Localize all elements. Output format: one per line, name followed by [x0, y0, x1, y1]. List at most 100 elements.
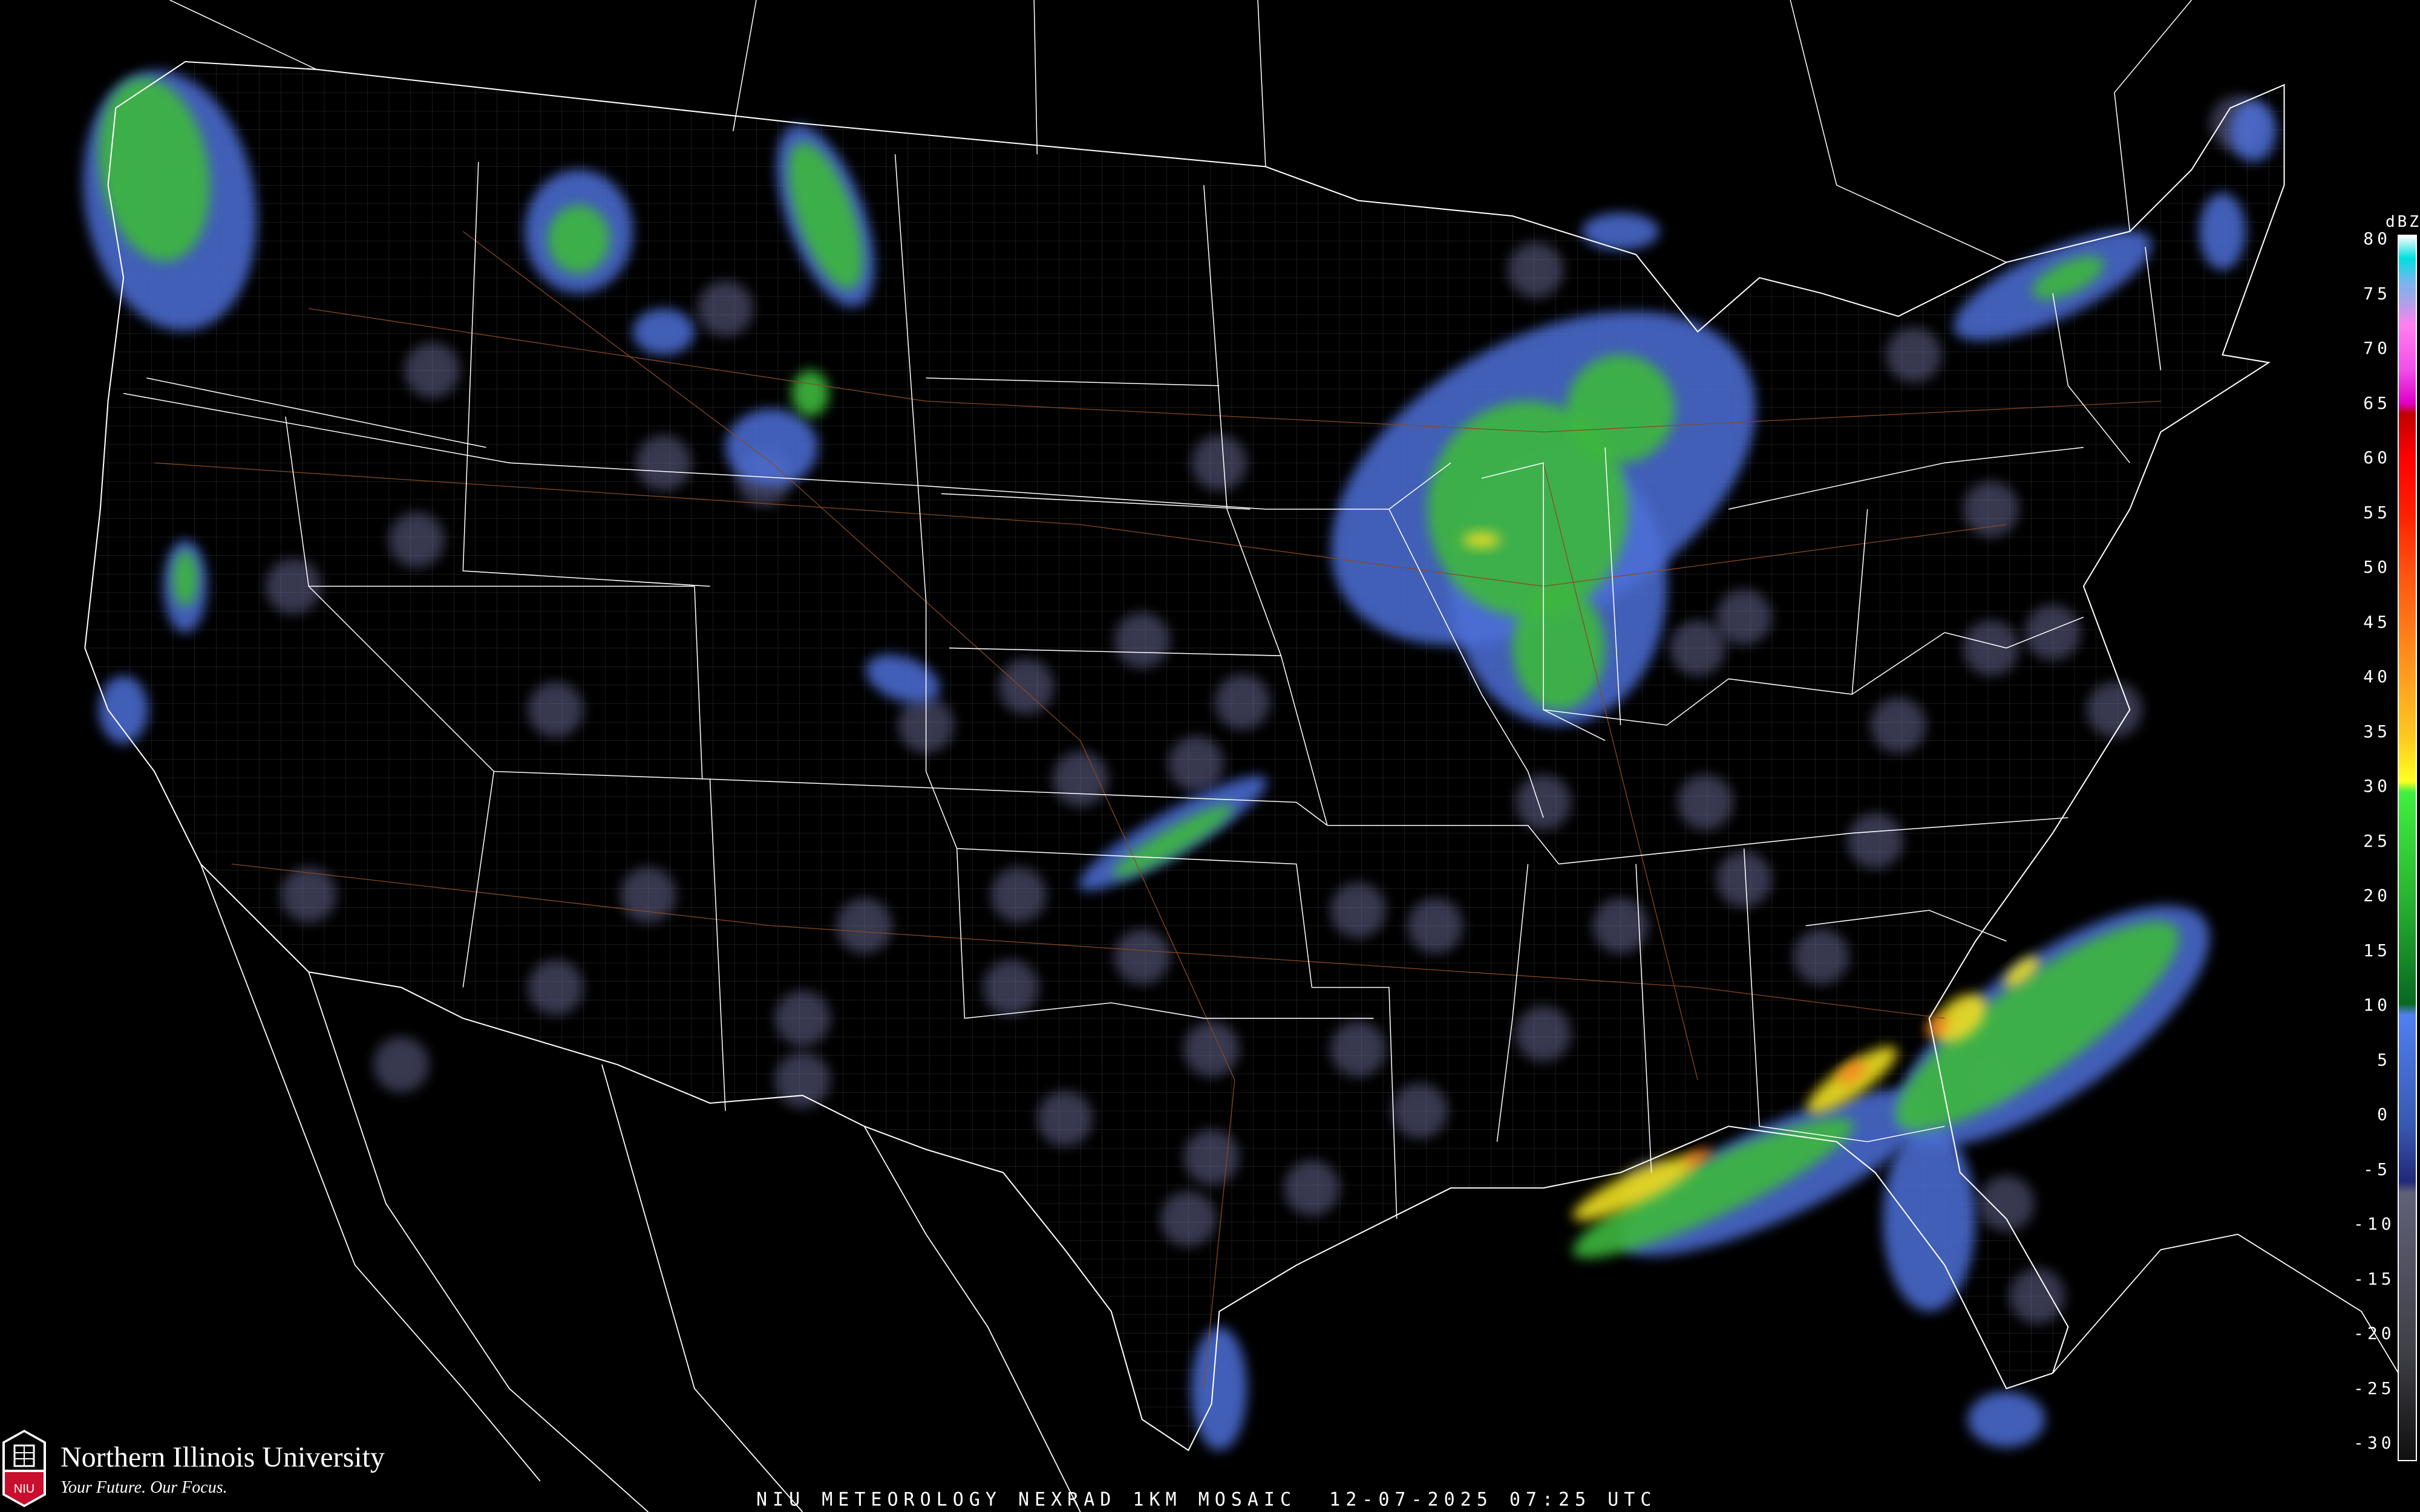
heavy-echo — [1934, 994, 1987, 1043]
clutter-echo — [2024, 605, 2081, 660]
border-line — [926, 377, 1220, 386]
color-scale-tick-label: -20 — [2353, 1323, 2395, 1343]
clutter-echo — [698, 281, 753, 337]
border-line — [1481, 462, 1606, 741]
color-scale-tick-label: 0 — [2377, 1104, 2391, 1124]
moderate-echo — [1112, 804, 1234, 878]
color-scale-tick-label: -10 — [2353, 1214, 2395, 1234]
clutter-echo — [1037, 1090, 1093, 1147]
border-line — [1257, 0, 1266, 167]
niu-logo: NIU Northern Illinois University Your Fu… — [0, 1427, 436, 1509]
clutter-echo — [373, 1037, 430, 1093]
clutter-echo — [1716, 852, 1772, 907]
border-line — [694, 586, 703, 780]
clutter-echo — [1392, 1083, 1448, 1139]
clutter-echo — [2086, 682, 2142, 738]
clutter-echo — [1516, 1006, 1571, 1062]
clutter-echo — [1592, 898, 1649, 954]
clutter-echo — [281, 867, 337, 923]
state-and-country-borders — [84, 0, 2409, 1512]
clutter-echo — [1214, 674, 1270, 730]
highway-line — [231, 863, 1945, 1019]
color-scale-tick-label: 45 — [2363, 611, 2391, 632]
clutter-echo — [1978, 1175, 2035, 1231]
border-line — [1743, 849, 1945, 1142]
moderate-echo — [1895, 921, 2179, 1131]
moderate-echo — [548, 205, 610, 273]
light-echo — [2230, 100, 2277, 162]
heavy-echo — [1572, 1155, 1699, 1221]
color-scale-tick-label: 80 — [2363, 229, 2391, 249]
clutter-echo — [1886, 327, 1942, 383]
clutter-echo — [1183, 1129, 1240, 1185]
border-line — [1851, 509, 1868, 695]
color-scale-tick-label: 5 — [2377, 1049, 2391, 1070]
color-scale-tick-label: 10 — [2363, 995, 2391, 1015]
clutter-echo — [388, 512, 445, 568]
border-line — [2052, 293, 2131, 463]
border-line — [1496, 864, 1529, 1142]
border-line — [1944, 616, 2084, 649]
clutter-echo — [774, 1052, 831, 1108]
border-line — [1388, 509, 1544, 818]
color-scale-tick-label: 55 — [2363, 502, 2391, 523]
clutter-echo — [983, 959, 1039, 1015]
dbz-color-scale — [2398, 235, 2417, 1461]
light-echo — [725, 409, 819, 486]
color-scale-tick-label: 40 — [2363, 666, 2391, 686]
clutter-echo — [1963, 481, 2019, 537]
border-line — [1543, 632, 1945, 726]
svg-text:NIU: NIU — [14, 1482, 34, 1496]
heavy-echo — [2004, 956, 2039, 988]
border-line — [1728, 447, 2084, 510]
border-line — [169, 0, 317, 70]
border-line — [2114, 0, 2193, 232]
color-scale-tick-label: -5 — [2363, 1159, 2391, 1179]
border-line — [949, 647, 1328, 826]
clutter-echo — [1407, 898, 1463, 954]
moderate-echo — [1572, 1118, 1854, 1258]
clutter-echo — [1516, 774, 1571, 830]
clutter-echo — [1793, 928, 1849, 985]
border-line — [956, 849, 1374, 1019]
border-line — [925, 771, 1313, 988]
border-line — [1805, 910, 2007, 942]
color-scale-tick-label: 20 — [2363, 885, 2391, 905]
clutter-echo — [1677, 774, 1733, 830]
clutter-echo — [1716, 589, 1772, 645]
product-title-timestamp: NIU METEOROLOGY NEXRAD 1KM MOSAIC 12-07-… — [756, 1488, 1657, 1511]
border-line — [462, 161, 710, 587]
border-line — [1312, 986, 1398, 1219]
clutter-echo — [528, 682, 584, 738]
moderate-echo — [2032, 256, 2104, 299]
border-line — [2052, 1233, 2409, 1389]
light-echo — [1191, 1326, 1248, 1450]
heavy-echo — [1463, 532, 1500, 548]
light-echo — [632, 308, 695, 355]
color-scale-tick-label: 65 — [2363, 393, 2391, 413]
clutter-echo — [1847, 813, 1903, 869]
border-line — [2145, 247, 2162, 371]
clutter-echo — [1114, 612, 1170, 668]
border-line — [200, 864, 541, 1482]
border-line — [1033, 0, 1038, 155]
border-line — [146, 377, 486, 448]
highway-line — [462, 231, 1235, 1389]
color-scale-unit: dBZ — [2386, 213, 2420, 231]
border-line — [1327, 817, 2068, 865]
border-line — [1635, 864, 1652, 1173]
border-line — [601, 1064, 803, 1512]
intense-echo — [1683, 1149, 1712, 1166]
light-echo — [2199, 192, 2246, 270]
clutter-echo — [1160, 1191, 1217, 1247]
moderate-echo — [791, 370, 829, 417]
university-tagline: Your Future. Our Focus. — [60, 1478, 227, 1497]
color-scale-tick-label: -25 — [2353, 1378, 2395, 1398]
color-scale-tick-label: 50 — [2363, 557, 2391, 577]
clutter-echo — [836, 898, 892, 954]
clutter-echo — [620, 867, 676, 923]
color-scale-tick-label: 30 — [2363, 776, 2391, 796]
border-line — [123, 393, 1266, 510]
